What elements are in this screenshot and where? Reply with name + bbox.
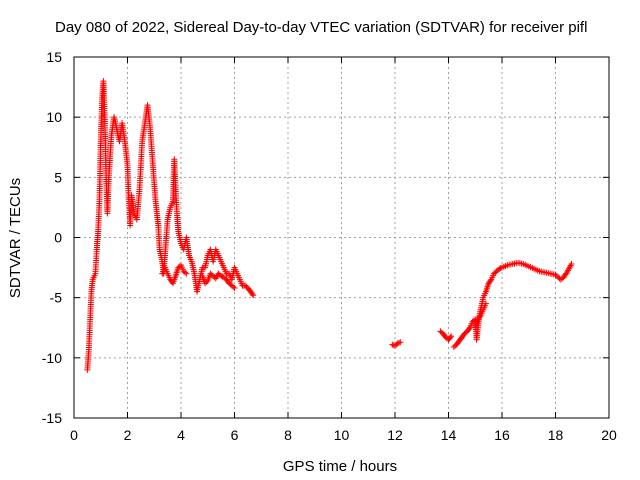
x-tick-label: 10 (334, 427, 350, 443)
data-point (183, 270, 190, 277)
data-point (496, 265, 503, 272)
tick-labels: 0 2 4 6 8 10 12 14 16 18 20 -15 -10 -5 0 5 10 15 (42, 49, 617, 443)
data-point (466, 325, 473, 332)
data-point (397, 339, 404, 346)
y-tick-label: 15 (46, 49, 62, 65)
data-point (218, 273, 225, 280)
data-point (487, 277, 494, 284)
data-point (390, 342, 397, 349)
data-point (250, 292, 257, 299)
data-point (447, 334, 454, 341)
y-tick-label: 0 (54, 230, 62, 246)
data-point (394, 340, 401, 347)
x-axis-label: GPS time / hours (283, 458, 397, 475)
data-point (482, 300, 489, 307)
grid-lines (74, 57, 609, 418)
data-point (476, 313, 483, 320)
data-point (231, 285, 238, 292)
x-tick-label: 0 (70, 427, 78, 443)
x-tick-label: 12 (387, 427, 403, 443)
x-tick-label: 4 (177, 427, 185, 443)
y-axis-label: SDTVAR / TECUs (7, 178, 24, 298)
x-tick-label: 18 (548, 427, 564, 443)
x-tick-label: 2 (124, 427, 132, 443)
x-tick-label: 6 (231, 427, 239, 443)
y-tick-label: 5 (54, 169, 62, 185)
y-tick-label: -15 (42, 410, 62, 426)
x-tick-label: 20 (601, 427, 617, 443)
data-points (84, 78, 575, 373)
y-tick-label: -5 (50, 290, 63, 306)
y-tick-label: -10 (42, 350, 62, 366)
data-point (249, 291, 256, 298)
data-point (203, 279, 210, 286)
x-tick-label: 14 (441, 427, 457, 443)
data-point (497, 265, 504, 272)
axis-ticks (73, 56, 610, 419)
data-point (182, 269, 189, 276)
x-tick-label: 16 (494, 427, 510, 443)
data-point (230, 283, 237, 290)
y-tick-label: 10 (46, 109, 62, 125)
x-tick-label: 8 (284, 427, 292, 443)
chart-title: Day 080 of 2022, Sidereal Day-to-day VTE… (55, 19, 587, 36)
data-point (448, 333, 455, 340)
data-point (568, 260, 575, 267)
data-point (396, 339, 403, 346)
